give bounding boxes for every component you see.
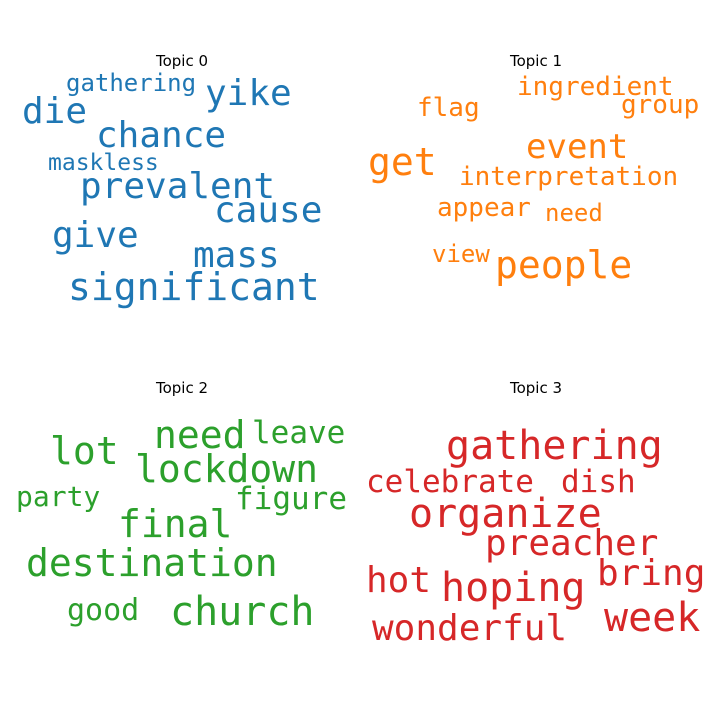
topic-3-word-organize: organize — [409, 491, 602, 537]
topic-0-word-significant: significant — [68, 265, 320, 309]
panel-title-topic-0: Topic 0 — [155, 52, 209, 70]
panel-title-topic-1: Topic 1 — [509, 52, 563, 70]
topic-2-word-party: party — [16, 480, 101, 513]
topic-1-word-group: group — [621, 90, 700, 120]
topic-2-word-good: good — [67, 593, 140, 628]
topic-2-word-lot: lot — [50, 429, 119, 473]
topic-0-word-maskless: maskless — [48, 150, 159, 176]
topic-2-word-church: church — [170, 589, 315, 635]
panel-title-topic-3: Topic 3 — [509, 379, 563, 397]
topic-1-word-view: view — [432, 240, 490, 268]
topic-3-word-dish: dish — [561, 464, 636, 500]
topic-1-word-need: need — [545, 199, 603, 227]
topic-3-word-bring: bring — [597, 553, 706, 594]
topic-2-word-figure: figure — [235, 481, 347, 517]
topic-1-word-people: people — [495, 243, 633, 287]
topic-3-word-preacher: preacher — [485, 523, 659, 564]
topic-2-word-lockdown: lockdown — [135, 447, 319, 491]
topic-0-word-mass: mass — [193, 235, 280, 276]
topic-2-word-final: final — [118, 502, 233, 546]
topic-1-word-flag: flag — [417, 93, 480, 123]
topic-3-word-wonderful: wonderful — [372, 608, 568, 649]
topic-0-word-gathering: gathering — [66, 69, 197, 97]
topic-3-word-gathering: gathering — [446, 423, 663, 469]
topic-2-word-destination: destination — [26, 541, 278, 585]
topic-2-word-need: need — [154, 413, 246, 457]
topic-3-word-celebrate: celebrate — [366, 464, 534, 500]
topic-1-word-get: get — [368, 140, 437, 184]
topic-0-word-prevalent: prevalent — [80, 166, 276, 207]
topic-1-word-ingredient: ingredient — [517, 72, 674, 102]
topic-0-word-chance: chance — [96, 115, 227, 156]
topic-0-word-die: die — [22, 91, 88, 132]
topic-0-word-cause: cause — [214, 190, 323, 231]
topic-3-word-hot: hot — [366, 560, 432, 601]
topic-2-word-leave: leave — [252, 415, 346, 451]
topic-3-word-hoping: hoping — [441, 565, 586, 611]
topic-0-word-yike: yike — [205, 73, 292, 114]
topic-1-word-appear: appear — [437, 193, 531, 223]
topic-1-word-event: event — [526, 127, 629, 167]
topic-0-word-give: give — [52, 215, 139, 256]
topic-3-word-week: week — [604, 595, 701, 641]
panel-title-topic-2: Topic 2 — [155, 379, 209, 397]
topic-1-word-interpretation: interpretation — [459, 162, 679, 192]
